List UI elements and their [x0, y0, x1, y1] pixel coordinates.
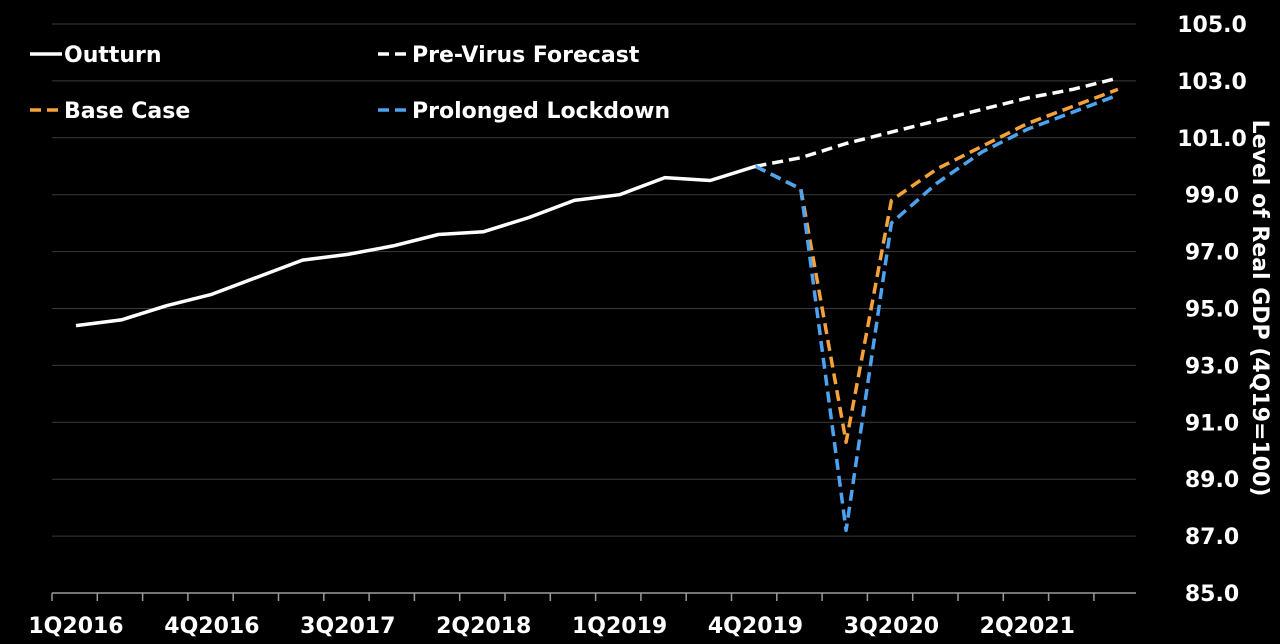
x-tick-label: 2Q2021	[980, 614, 1075, 639]
grid-lines	[52, 23, 1136, 537]
y-tick-label: 103.0	[1177, 70, 1247, 95]
legend-label: Pre-Virus Forecast	[412, 43, 640, 68]
y-axis-ticks: 85.0 87.0 89.0 91.0 93.0 95.0 97.0 99.0 101.0 103…	[1177, 13, 1247, 607]
y-tick-label: 93.0	[1185, 354, 1239, 379]
legend-label: Prolonged Lockdown	[412, 99, 670, 124]
x-tick-label: 4Q2016	[164, 614, 259, 639]
x-axis-ticks: 1Q2016 4Q2016 3Q2017 2Q2018 1Q2019 4Q2019 3Q20…	[28, 614, 1075, 639]
legend-label: Base Case	[64, 99, 190, 124]
y-tick-label: 91.0	[1185, 411, 1239, 436]
y-tick-label: 97.0	[1185, 241, 1239, 266]
series-line-outturn	[75, 164, 757, 328]
x-tick-label: 3Q2017	[300, 614, 395, 639]
legend-label: Outturn	[64, 43, 162, 68]
legend-item-outturn: Outturn	[30, 43, 162, 68]
y-tick-label: 105.0	[1177, 13, 1247, 38]
series-line-pre-virus-forecast	[755, 76, 1119, 169]
y-tick-label: 99.0	[1185, 184, 1239, 209]
legend-item-pre-virus-forecast: Pre-Virus Forecast	[378, 43, 640, 68]
y-axis-title: Level of Real GDP (4Q19=100)	[1247, 120, 1272, 497]
legend-item-base-case: Base Case	[30, 99, 190, 124]
y-tick-label: 95.0	[1185, 298, 1239, 323]
legend: Outturn Pre-Virus Forecast Base Case Prolon…	[30, 43, 670, 124]
series-line-prolonged-lockdown	[754, 93, 1119, 533]
x-tick-label: 2Q2018	[436, 614, 531, 639]
y-tick-label: 101.0	[1177, 127, 1247, 152]
y-tick-label: 85.0	[1185, 582, 1239, 607]
x-tick-label: 1Q2019	[572, 614, 667, 639]
series-lines	[75, 76, 1119, 533]
x-tick-label: 1Q2016	[28, 614, 123, 639]
x-tick-label: 4Q2019	[708, 614, 803, 639]
x-tick-label: 3Q2020	[844, 614, 939, 639]
x-axis	[51, 592, 1136, 601]
y-tick-label: 87.0	[1185, 525, 1239, 550]
legend-item-prolonged-lockdown: Prolonged Lockdown	[378, 99, 670, 124]
y-tick-label: 89.0	[1185, 468, 1239, 493]
series-line-base-case	[754, 87, 1119, 444]
